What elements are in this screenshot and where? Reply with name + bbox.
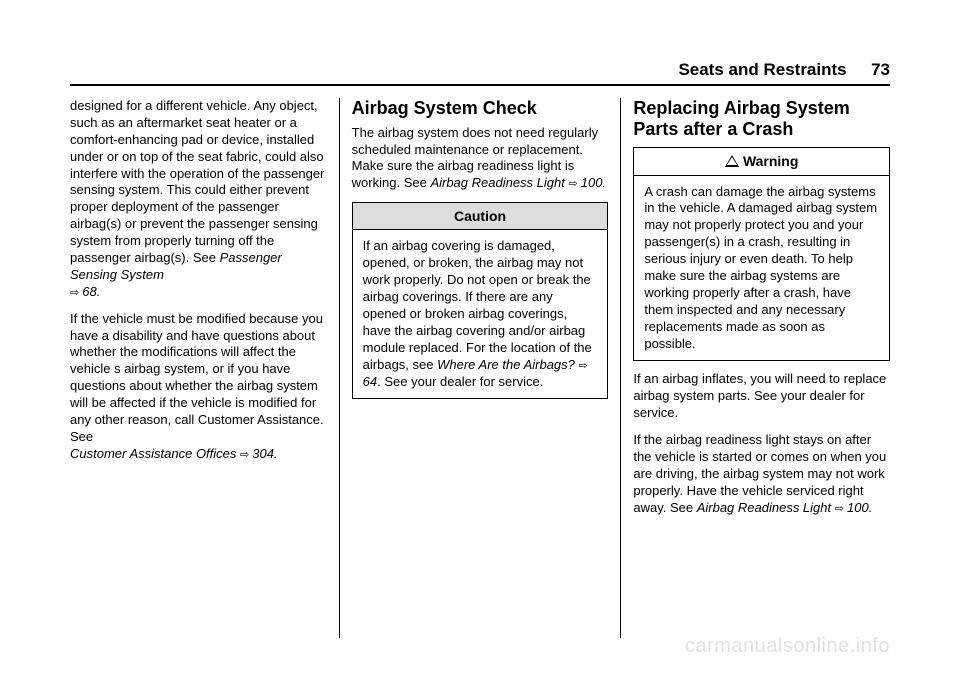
- watermark: carmanualsonline.info: [685, 635, 890, 658]
- body-text: . See your dealer for service.: [377, 374, 543, 389]
- cross-ref: Airbag Readiness Light: [430, 175, 568, 190]
- page-header: Seats and Restraints 73: [70, 60, 890, 86]
- body-text: If an airbag covering is damaged, opened…: [363, 238, 592, 371]
- column-3: Replacing Airbag System Parts after a Cr…: [620, 98, 890, 638]
- content-columns: designed for a different vehicle. Any ob…: [70, 98, 890, 638]
- page-link: 68.: [70, 284, 100, 299]
- col3-para2: If the airbag readiness light stays on a…: [633, 432, 890, 516]
- heading-replace-airbag: Replacing Airbag System Parts after a Cr…: [633, 98, 890, 139]
- page-link: 100.: [568, 175, 606, 190]
- page-link: 100.: [835, 500, 873, 515]
- col1-para1: designed for a different vehicle. Any ob…: [70, 98, 327, 301]
- caution-title: Caution: [353, 203, 608, 230]
- cross-ref: Customer Assistance Offices: [70, 446, 240, 461]
- manual-page: Seats and Restraints 73 designed for a d…: [0, 0, 960, 678]
- column-1: designed for a different vehicle. Any ob…: [70, 98, 339, 638]
- caution-box: Caution If an airbag covering is damaged…: [352, 202, 609, 399]
- warning-icon: [725, 155, 739, 167]
- body-text: If the vehicle must be modified because …: [70, 311, 324, 444]
- caution-body: If an airbag covering is damaged, opened…: [353, 230, 608, 398]
- warning-title: Warning: [634, 148, 889, 175]
- heading-airbag-check: Airbag System Check: [352, 98, 609, 119]
- column-2: Airbag System Check The airbag system do…: [339, 98, 621, 638]
- page-number: 73: [871, 60, 890, 79]
- body-text: designed for a different vehicle. Any ob…: [70, 98, 324, 265]
- col2-para1: The airbag system does not need regularl…: [352, 125, 609, 193]
- section-title: Seats and Restraints: [678, 60, 846, 79]
- warning-box: Warning A crash can damage the airbag sy…: [633, 147, 890, 361]
- cross-ref: Where Are the Airbags?: [437, 357, 578, 372]
- col3-para1: If an airbag inflates, you will need to …: [633, 371, 890, 422]
- col1-para2: If the vehicle must be modified because …: [70, 311, 327, 463]
- cross-ref: Airbag Readiness Light: [697, 500, 835, 515]
- warning-body: A crash can damage the airbag systems in…: [634, 176, 889, 361]
- page-link: 304.: [240, 446, 278, 461]
- warning-label: Warning: [743, 153, 798, 169]
